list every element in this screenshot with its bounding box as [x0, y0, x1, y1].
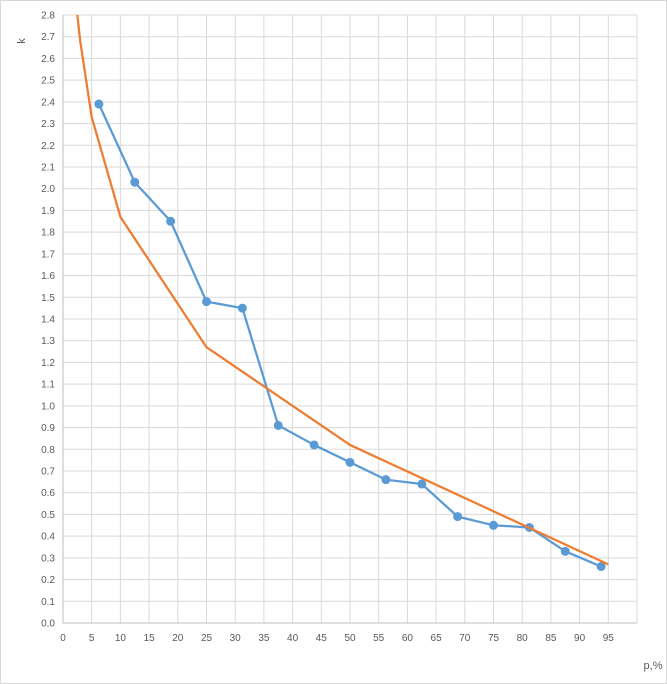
series-1-point: [596, 562, 606, 572]
y-axis-title: k: [16, 38, 28, 44]
x-tick-label: 10: [115, 633, 127, 644]
axes: [62, 15, 637, 624]
series-area: [76, 15, 609, 572]
y-tick-label: 0.9: [41, 423, 55, 434]
y-tick-label: 2.7: [41, 32, 55, 43]
x-tick-label: 60: [402, 633, 414, 644]
series-1-point: [417, 479, 427, 489]
x-tick-label: 30: [230, 633, 242, 644]
series-1-point: [202, 297, 211, 307]
x-tick-label: 50: [344, 633, 356, 644]
y-tick-label: 1.3: [41, 336, 55, 347]
series-1-point: [345, 457, 355, 467]
series-1-point: [166, 216, 176, 226]
y-tick-label: 0.0: [41, 619, 55, 630]
series-1-point: [560, 546, 570, 556]
y-tick-label: 2.0: [41, 184, 55, 195]
x-tick-label: 20: [172, 633, 184, 644]
series-1-point: [309, 440, 319, 450]
gridlines: [62, 14, 638, 624]
x-tick-label: 40: [287, 633, 299, 644]
x-tick-label: 90: [574, 633, 586, 644]
series-1-point: [237, 303, 247, 313]
y-tick-label: 1.9: [41, 206, 55, 217]
y-tick-label: 2.3: [41, 119, 55, 130]
y-tick-label: 1.7: [41, 249, 55, 260]
y-tick-label: 2.2: [41, 141, 55, 152]
y-tick-label: 2.4: [41, 97, 55, 108]
y-tick-label: 1.6: [41, 271, 55, 282]
y-tick-label: 2.5: [41, 76, 55, 87]
x-axis-title: p,%: [644, 660, 663, 672]
x-tick-label: 55: [373, 633, 385, 644]
y-tick-label: 0.3: [41, 553, 55, 564]
y-tick-label: 0.6: [41, 488, 55, 499]
y-tick-label: 0.1: [41, 597, 55, 608]
y-tick-label: 2.8: [41, 11, 55, 22]
x-tick-label: 0: [60, 633, 66, 644]
y-tick-label: 0.8: [41, 445, 55, 456]
y-tick-label: 1.0: [41, 401, 55, 412]
x-tick-label: 70: [459, 633, 471, 644]
y-tick-label: 0.4: [41, 532, 55, 543]
y-tick-label: 2.1: [41, 163, 55, 174]
series-1-point: [94, 99, 104, 109]
x-tick-label: 5: [89, 633, 95, 644]
series-1-point: [453, 512, 463, 522]
series-1-point: [381, 475, 391, 485]
y-tick-label: 0.7: [41, 467, 55, 478]
y-tick-label: 1.2: [41, 358, 55, 369]
y-tick-label: 0.5: [41, 510, 55, 521]
y-tick-label: 2.6: [41, 54, 55, 65]
x-tick-label: 65: [431, 633, 443, 644]
x-tick-label: 25: [201, 633, 213, 644]
x-tick-label: 45: [316, 633, 328, 644]
y-tick-label: 1.5: [41, 293, 55, 304]
y-tick-label: 0.2: [41, 575, 55, 586]
y-tick-label: 1.4: [41, 315, 55, 326]
series-1-point: [130, 177, 140, 187]
series-1-point: [273, 420, 283, 430]
x-tick-label: 80: [517, 633, 529, 644]
y-tick-label: 1.1: [41, 380, 55, 391]
x-tick-label: 75: [488, 633, 500, 644]
x-tick-label: 15: [144, 633, 156, 644]
series-2-line: [76, 15, 609, 566]
y-tick-label: 1.8: [41, 228, 55, 239]
x-tick-label: 95: [603, 633, 615, 644]
series-1-point: [489, 520, 498, 530]
tick-labels: 0.0 0.1 0.2 0.3 0.4 0.5 0.6 0.7 0.8 0.9 1.0 1.1 1.2 1…: [41, 11, 614, 645]
x-tick-label: 35: [258, 633, 270, 644]
x-tick-label: 85: [545, 633, 557, 644]
